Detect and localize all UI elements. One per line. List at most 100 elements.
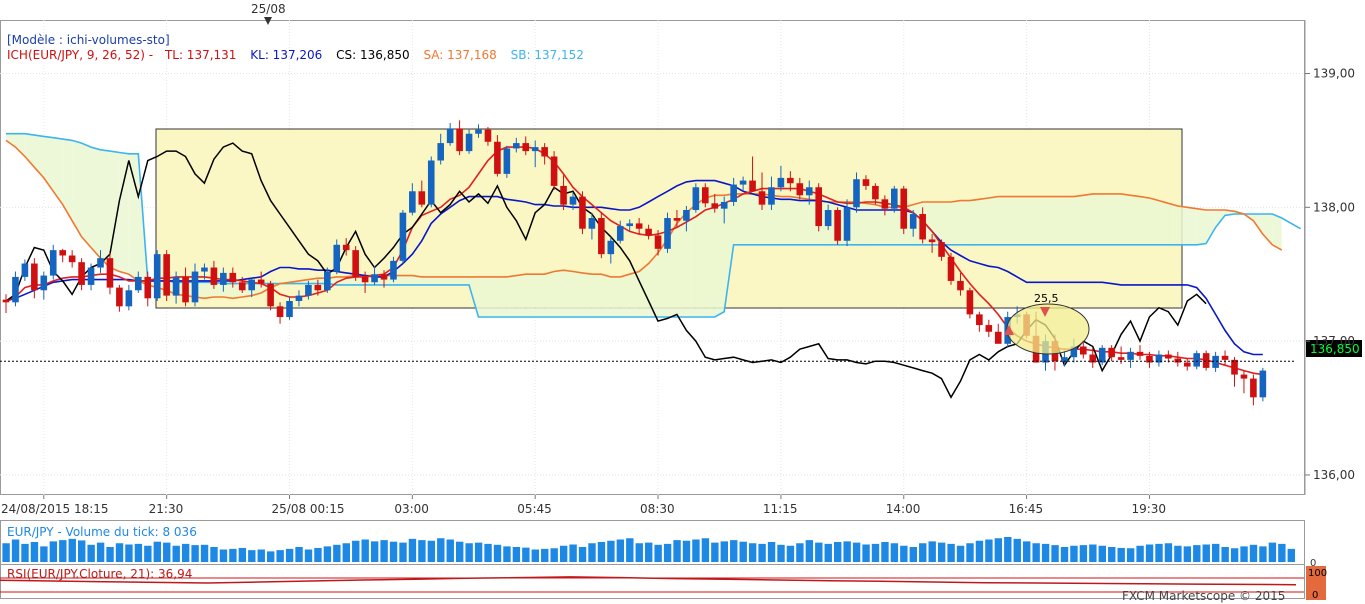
cloud-segment [714, 195, 725, 318]
candle-up [513, 143, 520, 149]
volume-bar [11, 539, 20, 562]
candle-up [220, 272, 227, 285]
volume-bar [484, 543, 492, 562]
cloud-segment [1262, 214, 1273, 245]
candle-down [31, 263, 38, 291]
rsi-panel[interactable] [0, 564, 1305, 599]
candle-up [607, 240, 615, 255]
candle-up [399, 212, 407, 261]
legend-kl: KL: 137,206 [250, 48, 322, 62]
candle-down [1080, 346, 1087, 355]
volume-bar [985, 539, 993, 562]
cloud-segment [1253, 214, 1263, 235]
candle-down [380, 274, 388, 280]
volume-bar [210, 547, 218, 562]
legend-cs: CS: 136,850 [336, 48, 409, 62]
volume-bar [1041, 543, 1050, 562]
volume-bar [1004, 537, 1012, 562]
candle-up [97, 258, 104, 268]
volume-bar [418, 540, 426, 562]
cloud-segment [6, 133, 16, 148]
rsi-axis-bottom: 0 [1312, 590, 1318, 601]
volume-bar [493, 544, 502, 562]
x-tick-label: 25/08 00:15 [272, 502, 345, 516]
volume-bar [1164, 543, 1173, 562]
cloud-segment [998, 196, 1008, 245]
cloud-segment [1140, 196, 1150, 245]
legend-sb: SB: 137,152 [511, 48, 584, 62]
cloud-segment [1187, 207, 1197, 245]
candle-up [569, 196, 577, 205]
cloud-segment [601, 274, 611, 318]
x-tick-label: 19:30 [1131, 502, 1166, 516]
x-tick-label: 05:45 [517, 502, 552, 516]
y-tick-label: 136,00 [1313, 468, 1355, 482]
volume-bar [49, 541, 58, 562]
volume-bar [597, 542, 606, 562]
volume-bar [1089, 544, 1097, 562]
cloud-segment [969, 199, 980, 245]
volume-bar [1193, 545, 1201, 562]
cloud-segment [563, 270, 573, 318]
candle-down [1202, 353, 1210, 368]
volume-bar [616, 539, 625, 562]
volume-bar [333, 544, 341, 562]
cloud-segment [762, 193, 772, 245]
candle-down [78, 262, 85, 285]
signal-arrow-down-icon [1040, 307, 1050, 317]
candle-down [1231, 359, 1238, 375]
cloud-segment [450, 276, 460, 285]
rsi-axis-badge [1306, 566, 1326, 600]
volume-bar [446, 539, 454, 562]
cloud-segment [1111, 193, 1122, 245]
legend-sa: SA: 137,168 [423, 48, 496, 62]
volume-bar [427, 540, 436, 562]
candle-up [720, 201, 728, 209]
volume-bar [1079, 545, 1088, 562]
candle-up [125, 290, 133, 307]
volume-bar [295, 547, 303, 562]
rsi-axis-top: 100 [1308, 568, 1327, 579]
cloud-segment [213, 282, 224, 297]
candle-up [135, 276, 142, 291]
volume-bar [78, 540, 86, 562]
volume-bar [711, 542, 719, 562]
volume-bar [276, 550, 284, 562]
volume-panel[interactable] [0, 520, 1305, 565]
candle-up [371, 274, 378, 283]
candle-down [541, 147, 548, 157]
volume-bar [1240, 546, 1248, 562]
cloud-segment [544, 271, 555, 318]
cloud-segment [1064, 196, 1074, 245]
cloud-segment [1168, 203, 1178, 245]
volume-bar [361, 539, 369, 562]
volume-bar [144, 545, 152, 562]
volume-bar [522, 547, 530, 562]
candle-down [966, 290, 974, 315]
candle-up [1127, 351, 1134, 360]
cloud-segment [771, 195, 781, 245]
volume-bar [947, 543, 955, 562]
candle-down [522, 143, 530, 152]
candle-up [1098, 347, 1106, 363]
volume-bar [559, 545, 568, 562]
cloud-segment [497, 276, 507, 318]
volume-bar [956, 545, 965, 562]
candle-down [229, 272, 237, 283]
candle-down [749, 180, 756, 192]
candle-up [172, 276, 180, 296]
cloud-segment [875, 204, 885, 245]
volume-bar [966, 543, 974, 562]
x-tick-label: 03:00 [394, 502, 429, 516]
cloud-segment [554, 270, 564, 318]
cloud-segment [1272, 214, 1282, 251]
cloud-segment [1054, 196, 1065, 245]
candle-down [645, 228, 652, 236]
cloud-segment [1196, 208, 1207, 245]
candle-up [475, 129, 482, 134]
x-axis-ticks: 24/08/2015 18:15 21:30 25/08 00:15 03:00 05:… [1, 495, 1166, 516]
candle-up [12, 276, 19, 303]
cloud-segment [62, 139, 73, 221]
volume-bar [739, 541, 747, 562]
